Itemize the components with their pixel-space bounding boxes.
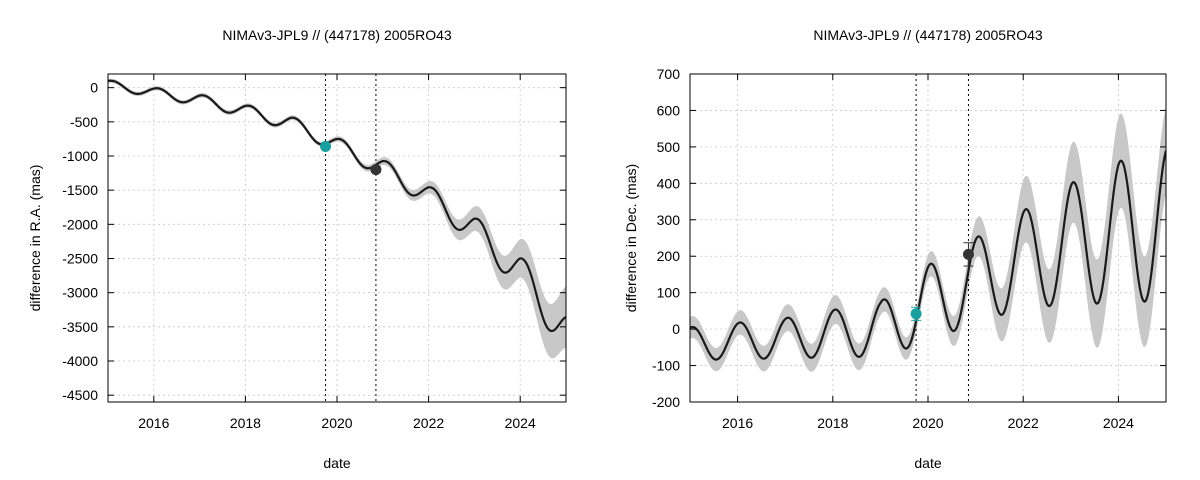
y-tick-label: -100 bbox=[652, 358, 680, 374]
difference-curve bbox=[690, 150, 1166, 361]
y-tick-label: 700 bbox=[657, 66, 681, 82]
observation-point bbox=[962, 248, 974, 260]
x-tick-label: 2016 bbox=[138, 415, 169, 431]
x-tick-label: 2018 bbox=[817, 415, 848, 431]
x-axis-label: date bbox=[914, 455, 941, 471]
dec-difference-chart: 700 600 500 400 300 200 100 0 -100 -200 2016 2018 20… bbox=[623, 27, 1167, 471]
y-tick-label: 500 bbox=[657, 139, 681, 155]
y-axis-label: difference in Dec. (mas) bbox=[623, 164, 639, 312]
chart-title: NIMAv3-JPL9 // (447178) 2005RO43 bbox=[813, 27, 1043, 43]
x-axis-label: date bbox=[323, 455, 350, 471]
y-tick-label: 400 bbox=[657, 175, 681, 191]
x-tick-label: 2020 bbox=[321, 415, 352, 431]
x-tick-label: 2018 bbox=[230, 415, 261, 431]
observation-point bbox=[370, 164, 382, 176]
y-tick-label: -500 bbox=[70, 114, 98, 130]
y-tick-label: 0 bbox=[672, 321, 680, 337]
x-tick-label: 2016 bbox=[722, 415, 753, 431]
y-axis-label: difference in R.A. (mas) bbox=[27, 165, 43, 312]
y-tick-label: -2500 bbox=[62, 251, 98, 267]
x-tick-label: 2022 bbox=[413, 415, 444, 431]
y-tick-label: 600 bbox=[657, 102, 681, 118]
y-tick-label: 200 bbox=[657, 248, 681, 264]
y-tick-label: -3000 bbox=[62, 285, 98, 301]
observation-point bbox=[320, 140, 332, 152]
x-tick-label: 2024 bbox=[505, 415, 536, 431]
ra-difference-chart: 0 -500 -1000 -1500 -2000 -2500 -3000 -3500 -4000… bbox=[27, 27, 567, 471]
y-tick-label: -1000 bbox=[62, 148, 98, 164]
chart-title: NIMAv3-JPL9 // (447178) 2005RO43 bbox=[222, 27, 452, 43]
y-tick-label: -2000 bbox=[62, 216, 98, 232]
plot-area bbox=[690, 74, 1166, 402]
y-tick-label: -4000 bbox=[62, 353, 98, 369]
plot-area bbox=[108, 74, 566, 402]
y-tick-label: -200 bbox=[652, 394, 680, 410]
x-tick-label: 2022 bbox=[1008, 415, 1039, 431]
difference-curve bbox=[108, 79, 566, 333]
y-tick-label: -1500 bbox=[62, 182, 98, 198]
y-tick-label: 100 bbox=[657, 285, 681, 301]
y-tick-label: 0 bbox=[90, 80, 98, 96]
y-tick-label: -3500 bbox=[62, 319, 98, 335]
y-tick-label: -4500 bbox=[62, 387, 98, 403]
x-tick-label: 2020 bbox=[912, 415, 943, 431]
plot-frame bbox=[107, 73, 567, 403]
y-tick-label: 300 bbox=[657, 212, 681, 228]
x-tick-label: 2024 bbox=[1103, 415, 1134, 431]
observation-point bbox=[910, 308, 922, 320]
